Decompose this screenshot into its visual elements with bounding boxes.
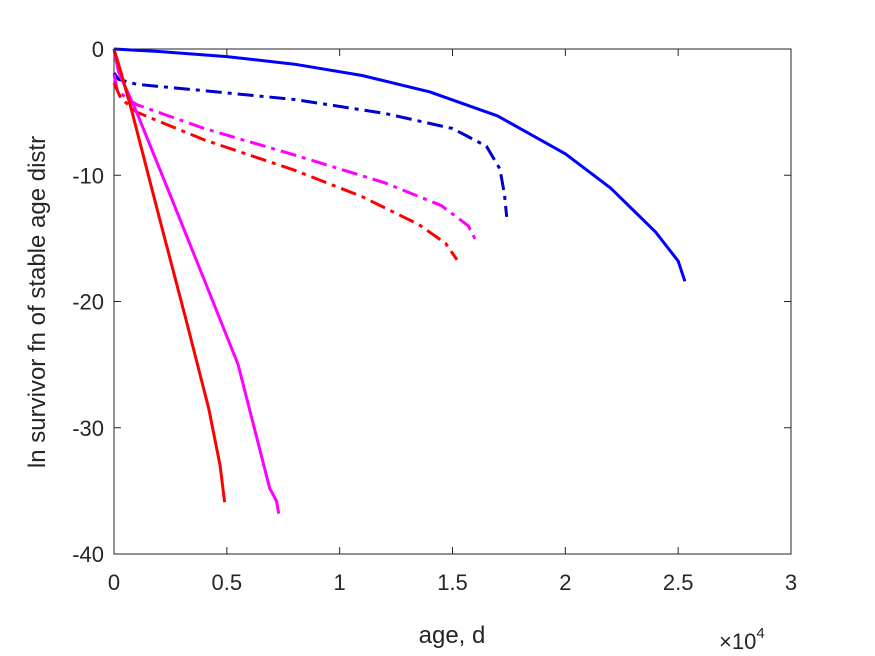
x-axis-multiplier-exponent: 4 <box>756 625 764 642</box>
x-tick-label: 1 <box>334 570 346 595</box>
y-tick-label: -10 <box>72 163 104 188</box>
series-line-1-solid <box>113 47 687 282</box>
x-tick-label: 3 <box>785 570 797 595</box>
series-line-2-dashdot <box>112 72 509 218</box>
x-tick-label: 2.5 <box>663 570 694 595</box>
y-axis-label: ln survivor fn of stable age distr <box>24 136 51 468</box>
y-tick-label: 0 <box>92 37 104 62</box>
x-tick-label: 2 <box>559 570 571 595</box>
x-tick-label: 0 <box>108 570 120 595</box>
series-line-4-dashdot <box>112 82 459 261</box>
x-tick-label: 1.5 <box>437 570 468 595</box>
x-axis-multiplier-base: ×10 <box>719 629 756 654</box>
x-axis-label: age, d <box>419 622 486 649</box>
x-axis-ticks: 0 0.5 1 1.5 2 2.5 3 <box>108 49 797 595</box>
y-tick-label: -20 <box>72 290 104 315</box>
series-layer <box>112 47 687 514</box>
plot-area <box>113 48 792 555</box>
y-axis-ticks: -40 -30 -20 -10 0 <box>72 37 791 567</box>
x-tick-label: 0.5 <box>212 570 243 595</box>
y-tick-label: -40 <box>72 542 104 567</box>
y-tick-label: -30 <box>72 416 104 441</box>
x-axis-multiplier: ×104 <box>719 625 765 654</box>
series-line-6-solid <box>112 48 227 503</box>
